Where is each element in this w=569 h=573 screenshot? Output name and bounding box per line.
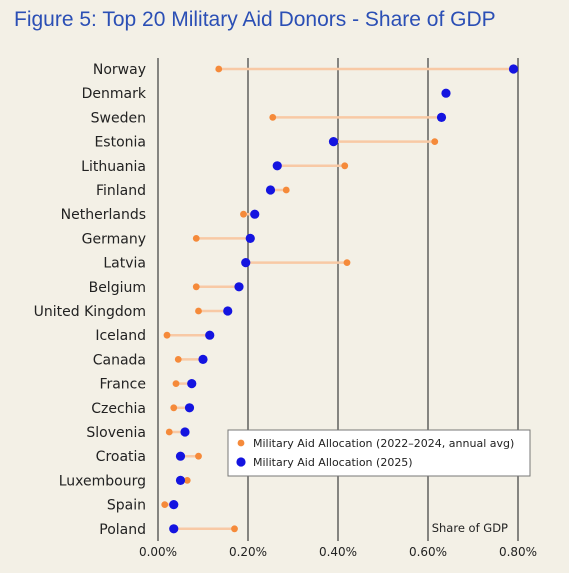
point-2022-2024	[343, 259, 351, 266]
x-tick-label: 0.40%	[319, 545, 357, 559]
point-2022-2024	[172, 380, 180, 387]
category-label: Poland	[99, 522, 146, 538]
point-2022-2024	[215, 65, 223, 73]
point-2025	[175, 451, 186, 461]
category-label: Latvia	[103, 256, 146, 272]
point-2025	[234, 282, 244, 292]
x-tick-label: 0.00%	[139, 545, 177, 559]
category-label: Canada	[93, 352, 146, 368]
category-label: Czechia	[91, 401, 146, 417]
category-label: Slovenia	[86, 425, 146, 441]
point-2022-2024	[341, 162, 349, 170]
x-tick-label: 0.60%	[409, 545, 447, 559]
category-label: France	[99, 377, 146, 393]
point-2022-2024	[174, 356, 182, 363]
point-2022-2024	[195, 452, 202, 460]
point-2025	[223, 306, 233, 316]
category-label: Lithuania	[81, 159, 146, 175]
legend-box	[227, 429, 531, 477]
point-2025	[184, 403, 195, 413]
chart-title: Figure 5: Top 20 Military Aid Donors - S…	[14, 8, 496, 31]
category-label: Netherlands	[61, 207, 146, 223]
category-label: Norway	[93, 62, 146, 78]
point-2025	[436, 112, 447, 122]
legend-label-2025: Military Aid Allocation (2025)	[253, 456, 413, 469]
point-2022-2024	[161, 501, 169, 508]
point-2022-2024	[282, 186, 290, 194]
point-2022-2024	[183, 477, 191, 484]
point-2022-2024	[163, 331, 171, 339]
point-2022-2024	[195, 307, 202, 315]
point-2025	[175, 475, 186, 485]
legend-marker-2022-2024	[237, 439, 245, 447]
point-2025	[441, 88, 451, 98]
point-2025	[205, 330, 215, 340]
category-label: Iceland	[95, 328, 146, 344]
legend-marker-2025	[236, 457, 246, 467]
point-2025	[169, 500, 179, 510]
point-2025	[272, 161, 282, 171]
point-2022-2024	[192, 283, 200, 291]
x-tick-label: 0.80%	[499, 545, 537, 559]
point-2025	[169, 524, 179, 534]
category-label: Croatia	[96, 449, 146, 465]
category-label: United Kingdom	[34, 304, 146, 320]
point-2025	[187, 379, 197, 389]
point-2025	[245, 233, 255, 243]
point-2025	[265, 185, 276, 195]
point-2022-2024	[231, 525, 238, 533]
category-label: Belgium	[89, 280, 146, 296]
point-2022-2024	[192, 235, 200, 242]
category-label: Denmark	[82, 86, 147, 102]
x-axis-label: Share of GDP	[432, 521, 508, 535]
point-2022-2024	[269, 114, 277, 121]
category-label: Luxembourg	[59, 473, 146, 489]
category-label: Estonia	[94, 135, 146, 151]
point-2025	[328, 137, 339, 147]
point-2022-2024	[431, 138, 439, 146]
category-label: Germany	[82, 231, 146, 247]
point-2022-2024	[240, 210, 247, 218]
point-2025	[198, 354, 208, 364]
category-label: Sweden	[91, 110, 146, 126]
point-2022-2024	[165, 428, 173, 436]
point-2025	[250, 209, 260, 219]
x-tick-label: 0.20%	[229, 545, 267, 559]
point-2025	[180, 427, 190, 437]
point-2025	[508, 64, 519, 74]
legend-label-2022-2024: Military Aid Allocation (2022–2024, annu…	[253, 437, 514, 450]
category-label: Spain	[107, 498, 146, 514]
point-2022-2024	[170, 404, 178, 412]
category-label: Finland	[96, 183, 146, 199]
point-2025	[241, 258, 251, 268]
